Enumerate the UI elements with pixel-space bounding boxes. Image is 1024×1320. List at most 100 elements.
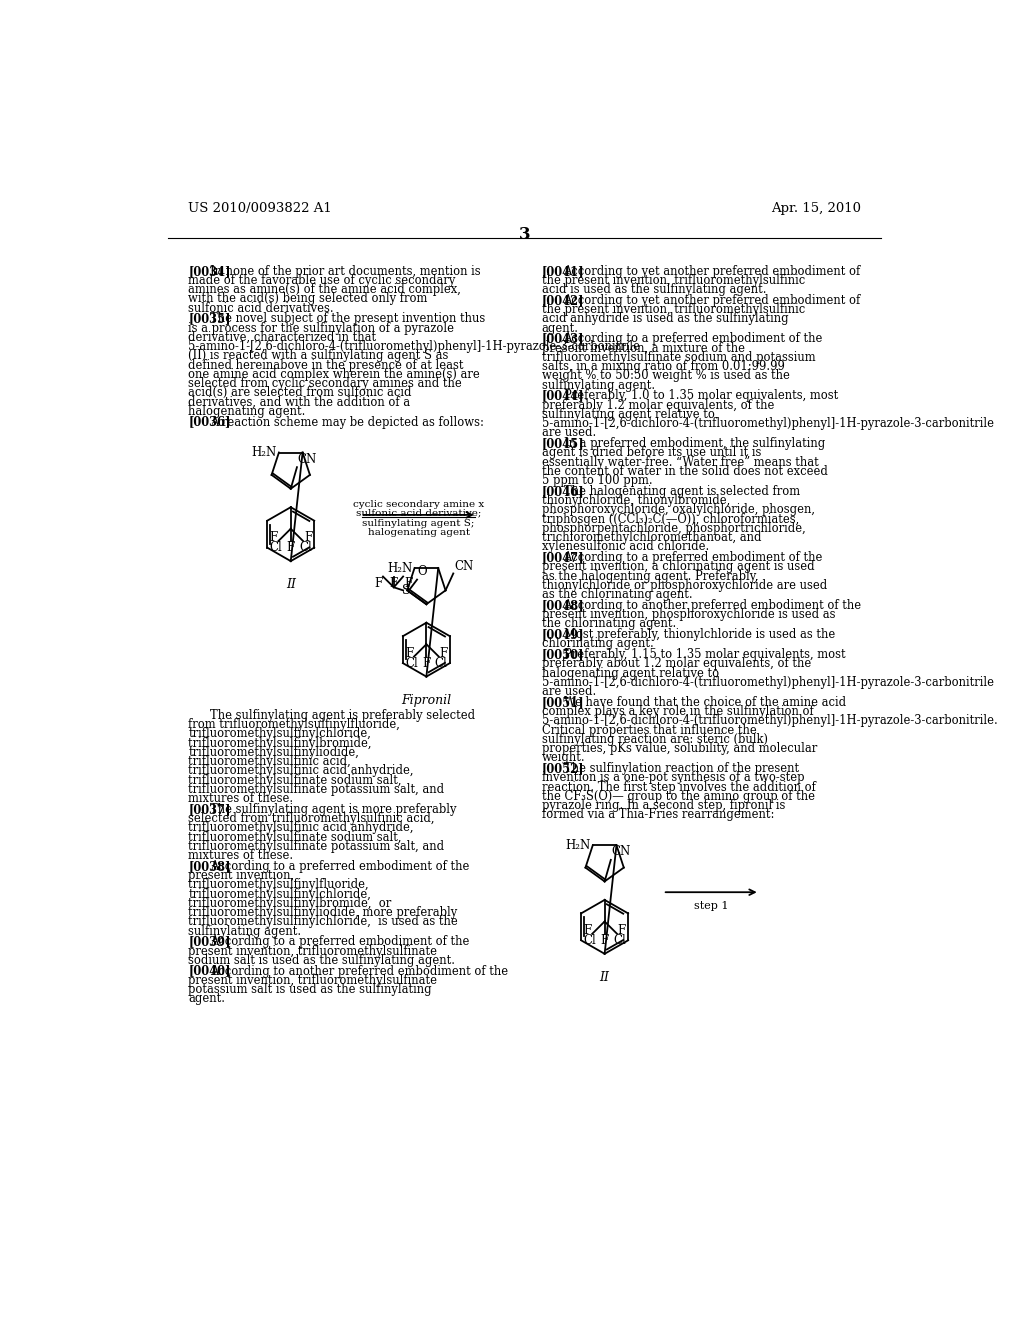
Text: Cl: Cl	[269, 541, 283, 554]
Text: are used.: are used.	[542, 685, 596, 698]
Text: the present invention, trifluoromethylsulfinic: the present invention, trifluoromethylsu…	[542, 275, 805, 286]
Text: thionylchloride, thionylbromide,: thionylchloride, thionylbromide,	[542, 494, 730, 507]
Text: essentially water-free. “Water free” means that: essentially water-free. “Water free” mea…	[542, 455, 818, 469]
Text: [0038]: [0038]	[188, 859, 231, 873]
Text: trifluoromethylsulfinyliodide,: trifluoromethylsulfinyliodide,	[188, 746, 359, 759]
Text: agent.: agent.	[188, 993, 225, 1006]
Text: derivative, characterized in that: derivative, characterized in that	[188, 331, 377, 345]
Text: Cl: Cl	[406, 656, 418, 669]
Text: pyrazole ring. In a second step, fipronil is: pyrazole ring. In a second step, fiproni…	[542, 799, 785, 812]
Text: The sulfinylating agent is more preferably: The sulfinylating agent is more preferab…	[210, 803, 457, 816]
Text: acid is used as the sulfinylating agent.: acid is used as the sulfinylating agent.	[542, 284, 766, 296]
Text: from trifluoromethylsulfinylfluoride,: from trifluoromethylsulfinylfluoride,	[188, 718, 412, 731]
Text: trifluoromethylsulfinylchloride,  is used as the: trifluoromethylsulfinylchloride, is used…	[188, 915, 458, 928]
Text: present invention, a mixture of the: present invention, a mixture of the	[542, 342, 744, 355]
Text: sulfinylating agent.: sulfinylating agent.	[188, 924, 302, 937]
Text: mixtures of these.: mixtures of these.	[188, 849, 294, 862]
Text: trifluoromethylsulfinyliodide, more preferably: trifluoromethylsulfinyliodide, more pref…	[188, 906, 458, 919]
Text: Most preferably, thionylchloride is used as the: Most preferably, thionylchloride is used…	[563, 628, 835, 642]
Text: [0043]: [0043]	[542, 333, 585, 346]
Text: [0048]: [0048]	[542, 599, 585, 612]
Text: According to yet another preferred embodiment of: According to yet another preferred embod…	[563, 294, 861, 308]
Text: derivatives, and with the addition of a: derivatives, and with the addition of a	[188, 396, 411, 409]
Text: We have found that the choice of the amine acid: We have found that the choice of the ami…	[563, 696, 846, 709]
Text: acid anhydride is used as the sulfinylating: acid anhydride is used as the sulfinylat…	[542, 313, 788, 326]
Text: H₂N: H₂N	[387, 561, 413, 574]
Text: sulfinylating agent.: sulfinylating agent.	[542, 379, 655, 392]
Text: According to a preferred embodiment of the: According to a preferred embodiment of t…	[210, 859, 470, 873]
Text: [0047]: [0047]	[542, 552, 585, 564]
Text: The halogenating agent is selected from: The halogenating agent is selected from	[563, 484, 800, 498]
Text: CN: CN	[454, 561, 473, 573]
Text: present invention, trifluoromethylsulfinate: present invention, trifluoromethylsulfin…	[188, 974, 437, 987]
Text: trifluoromethylsulfinic acid anhydride,: trifluoromethylsulfinic acid anhydride,	[188, 764, 414, 777]
Text: F: F	[403, 577, 412, 590]
Text: 5-amino-1-[2,6-dichloro-4-(trifluoromethyl)phenyl]-1H-pyrazole-3-carbonitrile: 5-amino-1-[2,6-dichloro-4-(trifluorometh…	[542, 676, 994, 689]
Text: F: F	[439, 647, 447, 660]
Text: Cl: Cl	[584, 933, 596, 946]
Text: trifluoromethylsulfinylfluoride,: trifluoromethylsulfinylfluoride,	[188, 878, 373, 891]
Text: According to another preferred embodiment of the: According to another preferred embodimen…	[563, 599, 861, 612]
Text: O: O	[418, 565, 427, 578]
Text: formed via a Thia-Fries rearrangement:: formed via a Thia-Fries rearrangement:	[542, 808, 774, 821]
Text: trifluoromethylsulfinic acid,: trifluoromethylsulfinic acid,	[188, 755, 355, 768]
Text: According to a preferred embodiment of the: According to a preferred embodiment of t…	[563, 333, 823, 346]
Text: 5-amino-1-[2,6-dichloro-4-(trifluoromethyl)phenyl]-1H-pyrazole-3-carbonitrile: 5-amino-1-[2,6-dichloro-4-(trifluorometh…	[188, 341, 640, 354]
Text: as the halogenting agent. Preferably,: as the halogenting agent. Preferably,	[542, 570, 758, 582]
Text: 3: 3	[519, 226, 530, 243]
Text: According to a preferred embodiment of the: According to a preferred embodiment of t…	[210, 936, 470, 948]
Text: defined hereinabove in the presence of at least: defined hereinabove in the presence of a…	[188, 359, 464, 372]
Text: II: II	[286, 578, 296, 591]
Text: [0046]: [0046]	[542, 484, 585, 498]
Text: Preferably, 1.15 to 1.35 molar equivalents, most: Preferably, 1.15 to 1.35 molar equivalen…	[563, 648, 845, 661]
Text: chlorinating agent.: chlorinating agent.	[542, 638, 653, 651]
Text: 5 ppm to 100 ppm.: 5 ppm to 100 ppm.	[542, 474, 652, 487]
Text: halogenating agent relative to: halogenating agent relative to	[542, 667, 719, 680]
Text: step 1: step 1	[694, 902, 728, 911]
Text: F: F	[287, 541, 295, 554]
Text: invention is a one-pot synthesis of a two-step: invention is a one-pot synthesis of a tw…	[542, 771, 804, 784]
Text: [0041]: [0041]	[542, 264, 585, 277]
Text: xylenesulfonic acid chloride.: xylenesulfonic acid chloride.	[542, 540, 709, 553]
Text: trifluoromethylsulfinylchloride,: trifluoromethylsulfinylchloride,	[188, 887, 372, 900]
Text: selected from cyclic secondary amines and the: selected from cyclic secondary amines an…	[188, 378, 462, 391]
Text: S: S	[402, 583, 411, 597]
Text: F: F	[617, 924, 626, 937]
Text: According to another preferred embodiment of the: According to another preferred embodimen…	[210, 965, 508, 978]
Text: weight.: weight.	[542, 751, 586, 764]
Text: halogenating agent.: halogenating agent.	[188, 405, 306, 418]
Text: F: F	[304, 531, 312, 544]
Text: trifluoromethylsulfinylchloride,: trifluoromethylsulfinylchloride,	[188, 727, 372, 741]
Text: [0036]: [0036]	[188, 416, 231, 429]
Text: the CF₃S(O)— group to the amino group of the: the CF₃S(O)— group to the amino group of…	[542, 789, 815, 803]
Text: sulfinylating reaction are: steric (bulk): sulfinylating reaction are: steric (bulk…	[542, 733, 768, 746]
Text: CN: CN	[611, 845, 631, 858]
Text: the chlorinating agent.: the chlorinating agent.	[542, 618, 676, 631]
Text: trifluoromethylsulfinate potassium salt, and: trifluoromethylsulfinate potassium salt,…	[188, 840, 444, 853]
Text: amines as amine(s) of the amine acid complex,: amines as amine(s) of the amine acid com…	[188, 284, 462, 296]
Text: [0052]: [0052]	[542, 762, 585, 775]
Text: CN: CN	[298, 453, 317, 466]
Text: F: F	[390, 577, 398, 590]
Text: mixtures of these.: mixtures of these.	[188, 792, 294, 805]
Text: trichloromethylchloromethanoat, and: trichloromethylchloromethanoat, and	[542, 531, 762, 544]
Text: halogenating agent: halogenating agent	[368, 528, 470, 537]
Text: [0045]: [0045]	[542, 437, 585, 450]
Text: the present invention, trifluoromethylsulfinic: the present invention, trifluoromethylsu…	[542, 304, 805, 317]
Text: F: F	[584, 924, 592, 937]
Text: the content of water in the solid does not exceed: the content of water in the solid does n…	[542, 465, 827, 478]
Text: F: F	[269, 531, 278, 544]
Text: acid(s) are selected from sulfonic acid: acid(s) are selected from sulfonic acid	[188, 387, 412, 400]
Text: trifluoromethylsulfinate sodium and potassium: trifluoromethylsulfinate sodium and pota…	[542, 351, 815, 364]
Text: present invention, phosphoroxychloride is used as: present invention, phosphoroxychloride i…	[542, 609, 836, 622]
Text: sulfonic acid derivatives.: sulfonic acid derivatives.	[188, 302, 334, 314]
Text: [0040]: [0040]	[188, 965, 231, 978]
Text: In a preferred embodiment, the sulfinylating: In a preferred embodiment, the sulfinyla…	[563, 437, 824, 450]
Text: Apr. 15, 2010: Apr. 15, 2010	[771, 202, 861, 215]
Text: reaction. The first step involves the addition of: reaction. The first step involves the ad…	[542, 780, 816, 793]
Text: trifluoromethylsulfinic acid anhydride,: trifluoromethylsulfinic acid anhydride,	[188, 821, 414, 834]
Text: [0051]: [0051]	[542, 696, 585, 709]
Text: as the chlorinating agent.: as the chlorinating agent.	[542, 589, 692, 601]
Text: one amine acid complex wherein the amine(s) are: one amine acid complex wherein the amine…	[188, 368, 480, 381]
Text: [0034]: [0034]	[188, 264, 231, 277]
